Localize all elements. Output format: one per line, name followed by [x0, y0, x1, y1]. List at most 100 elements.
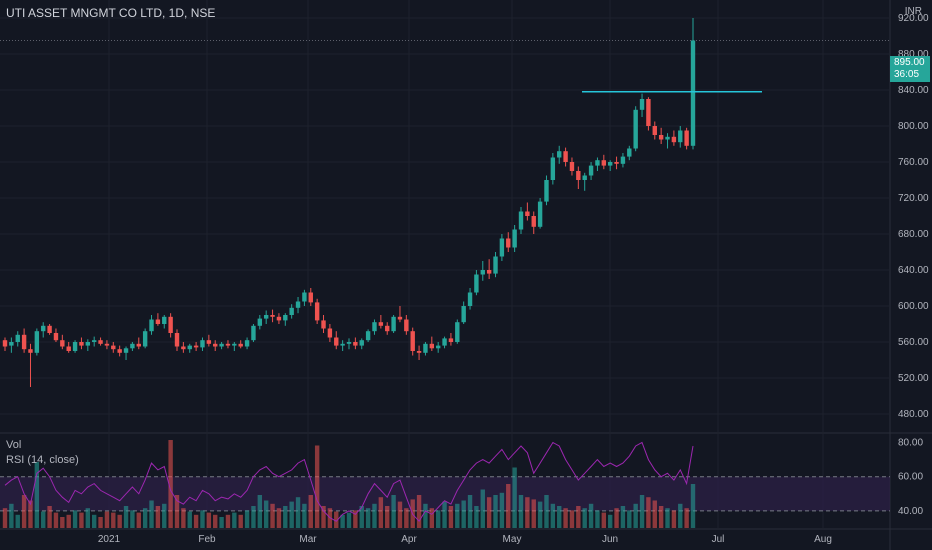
- candle-body: [47, 325, 52, 333]
- volume-bar: [684, 508, 689, 528]
- volume-bar: [493, 495, 498, 528]
- volume-bar: [251, 506, 256, 528]
- candle-body: [142, 331, 148, 347]
- volume-bar: [416, 495, 422, 528]
- volume-bar: [168, 440, 173, 528]
- candle-body: [550, 157, 556, 180]
- volume-bar: [321, 506, 326, 528]
- price-tick-label: 800.00: [898, 121, 929, 132]
- volume-bar: [308, 495, 313, 528]
- candle-body: [665, 136, 670, 140]
- candle-body: [130, 343, 135, 349]
- price-tick-label: 520.00: [898, 373, 929, 384]
- candle-body: [493, 256, 498, 274]
- volume-bar: [187, 511, 192, 528]
- volume-bar: [276, 508, 282, 528]
- last-price-tag: 895.00 36:05: [890, 56, 930, 82]
- candle-body: [365, 331, 371, 341]
- volume-bar: [225, 514, 231, 528]
- candle-body: [658, 135, 664, 140]
- price-tick-label: 880.00: [898, 49, 929, 60]
- last-price-value: 895.00: [894, 57, 925, 68]
- volume-bar: [117, 514, 122, 528]
- candle-body: [85, 342, 91, 346]
- time-tick-label: Aug: [814, 534, 832, 545]
- volume-bar: [595, 510, 600, 528]
- volume-bar: [2, 508, 8, 528]
- price-tick-label: 760.00: [898, 157, 929, 168]
- time-tick-label: Jun: [602, 534, 618, 545]
- candle-body: [72, 342, 78, 351]
- candle-body: [308, 292, 313, 303]
- volume-bar: [289, 501, 294, 528]
- volume-bar: [512, 467, 517, 528]
- volume-bar: [391, 495, 396, 528]
- volume-bar: [588, 503, 594, 528]
- candle-body: [646, 99, 651, 126]
- candle-body: [353, 342, 358, 346]
- volume-bar: [21, 495, 27, 528]
- candle-body: [200, 340, 205, 348]
- candle-body: [391, 316, 396, 332]
- candle-body: [2, 340, 8, 347]
- time-tick-label: Feb: [198, 534, 216, 545]
- volume-bar: [244, 510, 250, 528]
- volume-bar: [200, 510, 205, 528]
- candle-body: [416, 351, 422, 353]
- volume-bar: [314, 445, 320, 528]
- candle-body: [614, 162, 619, 164]
- candle-body: [448, 338, 454, 342]
- candle-body: [295, 301, 301, 308]
- candle-body: [232, 343, 237, 346]
- candle-body: [397, 316, 403, 320]
- volume-bar: [136, 512, 141, 528]
- candle-body: [238, 343, 243, 347]
- volume-bar: [467, 495, 473, 528]
- candle-body: [104, 343, 110, 346]
- volume-bar: [690, 484, 696, 528]
- volume-bar: [149, 500, 154, 528]
- volume-bar: [582, 508, 587, 528]
- candle-body: [91, 340, 97, 342]
- volume-bar: [193, 514, 199, 528]
- volume-bar: [601, 512, 607, 528]
- candle-body: [270, 315, 275, 317]
- volume-bar: [429, 508, 435, 528]
- candle-body: [690, 40, 696, 146]
- volume-bar: [646, 497, 651, 528]
- volume-bar: [15, 514, 20, 528]
- volume-bar: [525, 497, 530, 528]
- candle-body: [607, 162, 613, 166]
- candle-body: [79, 342, 84, 346]
- candle-body: [359, 340, 364, 346]
- candle-body: [346, 342, 352, 344]
- volume-bar: [486, 497, 492, 528]
- price-tick-label: 720.00: [898, 193, 929, 204]
- candle-body: [257, 318, 263, 326]
- time-tick-label: Mar: [299, 534, 317, 545]
- volume-bar: [206, 512, 212, 528]
- candle-body: [531, 216, 536, 227]
- candle-body: [289, 307, 294, 315]
- volume-bar: [550, 503, 556, 528]
- rsi-tick-label: 80.00: [898, 438, 923, 449]
- candle-body: [467, 292, 473, 306]
- candle-body: [193, 345, 199, 348]
- candle-body: [525, 211, 530, 216]
- volume-bar: [614, 508, 619, 528]
- candle-body: [486, 270, 492, 274]
- volume-bar: [359, 506, 364, 528]
- candle-body: [633, 109, 638, 149]
- volume-bar: [404, 508, 409, 528]
- candle-body: [251, 325, 256, 341]
- volume-bar: [346, 512, 352, 528]
- price-tick-label: 920.00: [898, 13, 929, 24]
- candle-body: [563, 151, 568, 162]
- volume-bar: [257, 495, 263, 528]
- volume-bar: [499, 492, 505, 528]
- candle-body: [544, 180, 549, 202]
- time-tick-label: 2021: [98, 534, 121, 545]
- rsi-tick-label: 60.00: [898, 472, 923, 483]
- rsi-line: [4, 441, 694, 523]
